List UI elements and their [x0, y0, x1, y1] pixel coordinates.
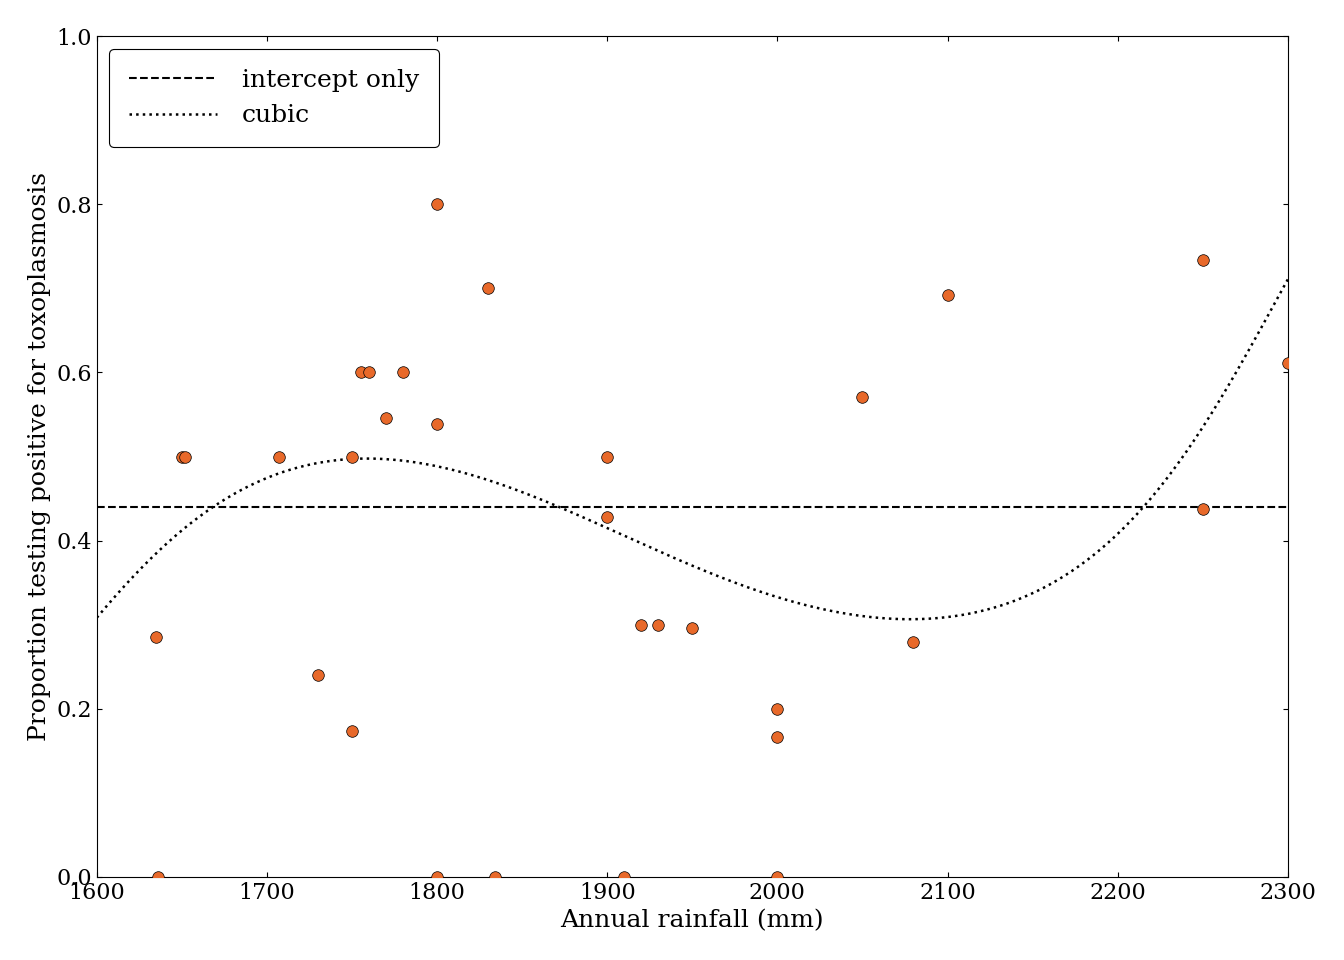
cubic [570, 510, 586, 521]
cubic [89, 612, 105, 623]
Point [937, 287, 958, 302]
Point [766, 729, 788, 744]
Point [341, 723, 363, 738]
cubic [1040, 580, 1056, 591]
Line: cubic: cubic [97, 279, 1288, 619]
cubic [902, 613, 918, 625]
Point [681, 620, 703, 636]
Y-axis label: Proportion testing positive for toxoplasmosis: Proportion testing positive for toxoplas… [28, 172, 51, 741]
cubic [907, 613, 923, 625]
Point [477, 280, 499, 296]
X-axis label: Annual rainfall (mm): Annual rainfall (mm) [560, 909, 824, 932]
Point [426, 869, 448, 884]
Point [175, 449, 196, 465]
Point [766, 869, 788, 884]
Point [597, 449, 618, 465]
Point [171, 449, 192, 465]
Point [267, 449, 289, 465]
Point [484, 869, 505, 884]
Point [426, 417, 448, 432]
Point [613, 869, 634, 884]
Point [766, 701, 788, 716]
Point [852, 389, 874, 404]
Point [1192, 252, 1214, 268]
cubic [211, 497, 227, 509]
Point [308, 667, 329, 683]
Point [1277, 355, 1298, 371]
cubic [613, 529, 629, 540]
Point [426, 197, 448, 212]
Point [392, 365, 414, 380]
Point [359, 365, 380, 380]
Point [145, 629, 167, 644]
Point [148, 869, 169, 884]
Point [597, 509, 618, 524]
Point [1192, 501, 1214, 516]
Point [341, 449, 363, 465]
cubic [1279, 274, 1296, 285]
Point [648, 617, 669, 633]
Point [630, 617, 652, 633]
Legend: intercept only, cubic: intercept only, cubic [109, 49, 439, 147]
Point [375, 411, 396, 426]
Point [349, 365, 371, 380]
cubic [1019, 590, 1035, 602]
Point [903, 635, 925, 650]
